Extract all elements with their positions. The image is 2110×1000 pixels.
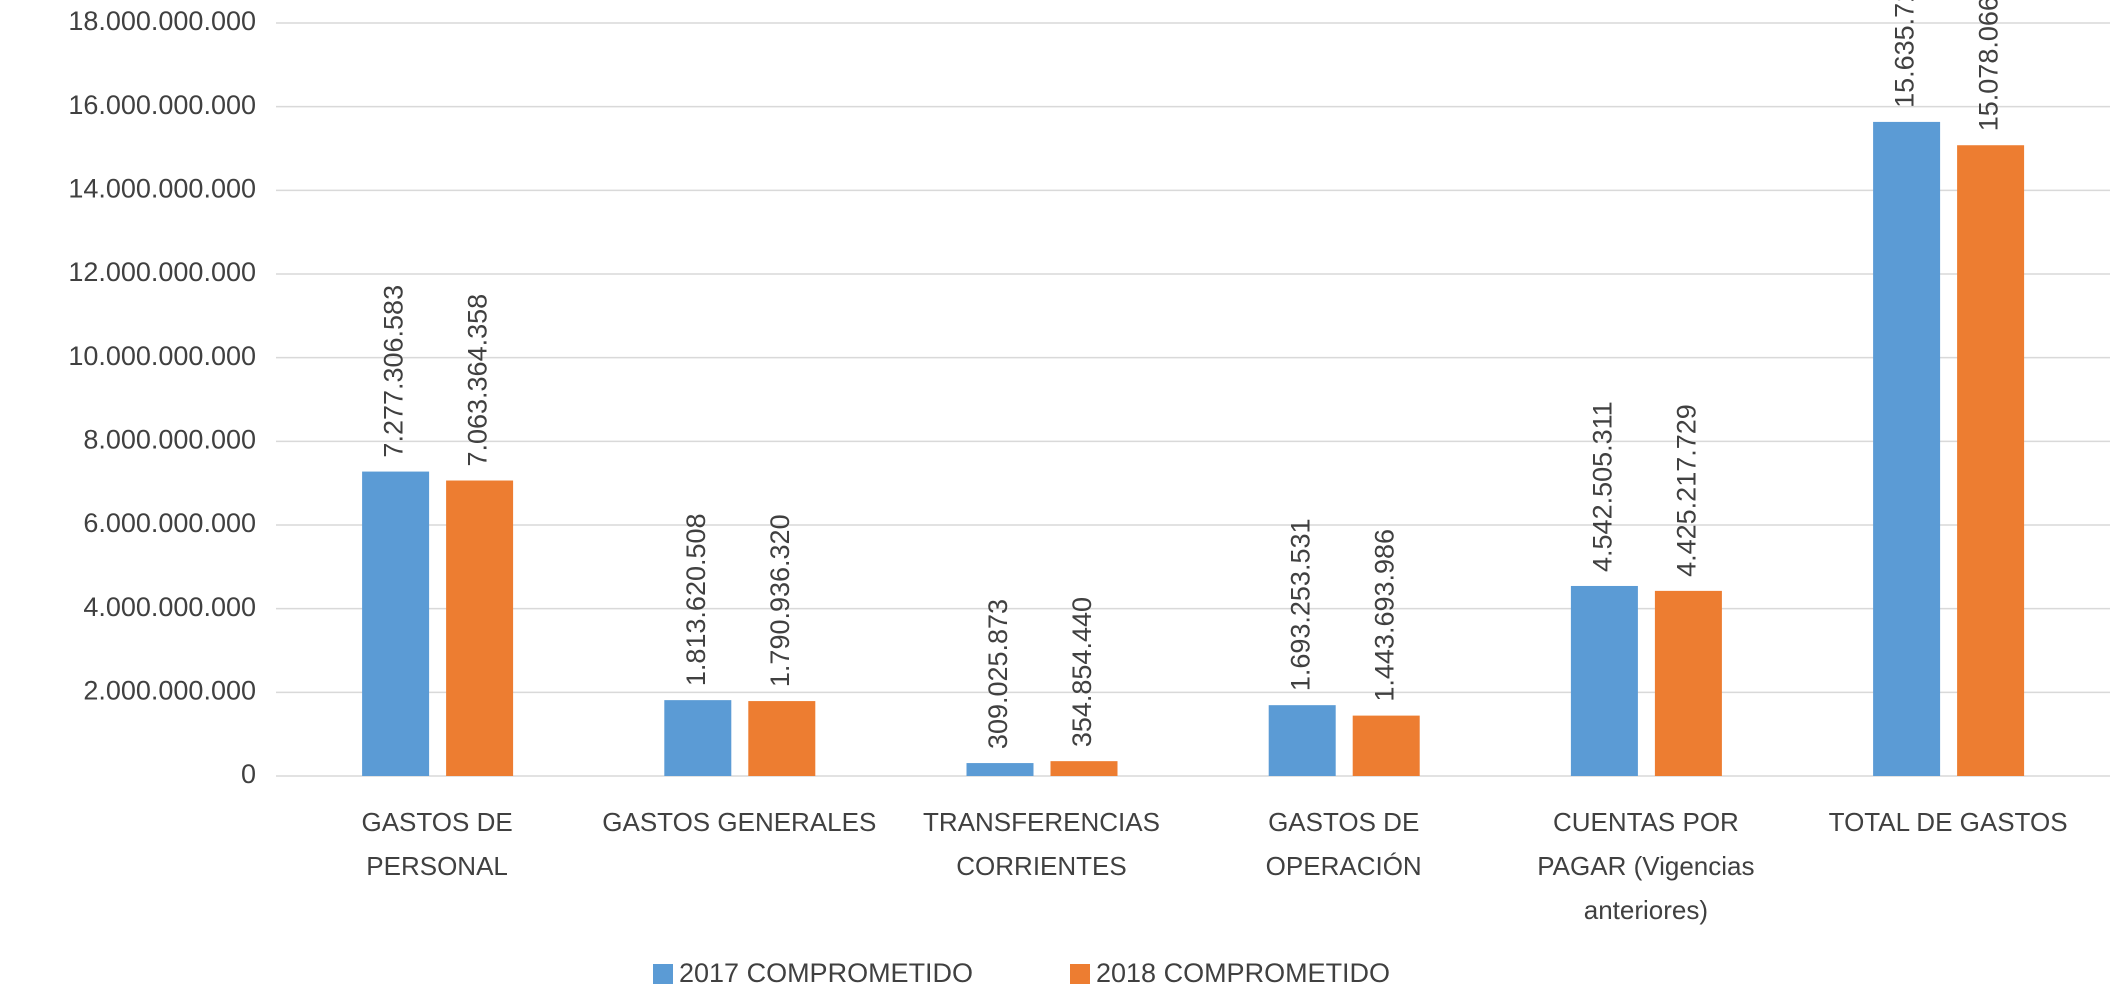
- data-label: 15.078.066.833: [1974, 0, 2004, 131]
- x-tick-label-box: TRANSFERENCIAS CORRIENTES: [902, 800, 1182, 940]
- y-tick-label: 4.000.000.000: [83, 592, 256, 622]
- bar: [967, 763, 1034, 776]
- x-tick-label: TRANSFERENCIAS CORRIENTES: [902, 800, 1182, 888]
- data-label: 15.635.711.806: [1890, 0, 1920, 108]
- legend-label: 2018 COMPROMETIDO: [1096, 958, 1390, 988]
- x-tick-label-box: CUENTAS POR PAGAR (Vigencias anteriores): [1506, 800, 1786, 940]
- page: 0 2.000.000.000 4.000.000.000 6.000.000.000…: [0, 0, 2110, 1000]
- x-tick-label: CUENTAS POR PAGAR (Vigencias anteriores): [1506, 800, 1786, 932]
- legend-swatch: [1070, 964, 1090, 984]
- y-tick-label: 10.000.000.000: [68, 341, 256, 371]
- data-label: 1.443.693.986: [1369, 529, 1399, 702]
- legend-swatch: [653, 964, 673, 984]
- bar: [1353, 716, 1420, 776]
- bar: [1051, 761, 1118, 776]
- legend-label: 2017 COMPROMETIDO: [679, 958, 973, 988]
- data-label: 1.813.620.508: [681, 513, 711, 686]
- x-tick-label: GASTOS DE PERSONAL: [297, 800, 577, 888]
- x-tick-label-box: GASTOS DE OPERACIÓN: [1204, 800, 1484, 940]
- bar: [1571, 586, 1638, 776]
- bar: [362, 472, 429, 776]
- bar: [446, 481, 513, 776]
- x-tick-label: GASTOS DE OPERACIÓN: [1204, 800, 1484, 888]
- data-label: 4.425.217.729: [1672, 404, 1702, 577]
- bar: [1957, 145, 2024, 776]
- y-tick-label: 14.000.000.000: [68, 173, 256, 203]
- x-tick-label-box: GASTOS DE PERSONAL: [297, 800, 577, 940]
- y-tick-label: 18.000.000.000: [68, 6, 256, 36]
- y-tick-label: 16.000.000.000: [68, 90, 256, 120]
- data-label: 7.277.306.583: [379, 285, 409, 458]
- bar: [664, 700, 731, 776]
- data-label: 1.790.936.320: [765, 514, 795, 687]
- y-tick-label: 0: [241, 759, 256, 789]
- bar: [1269, 705, 1336, 776]
- data-label: 354.854.440: [1067, 597, 1097, 747]
- y-tick-label: 6.000.000.000: [83, 508, 256, 538]
- data-label: 309.025.873: [983, 599, 1013, 749]
- bar: [748, 701, 815, 776]
- x-tick-label: TOTAL DE GASTOS: [1808, 800, 2088, 844]
- chart: 0 2.000.000.000 4.000.000.000 6.000.000.000…: [0, 0, 2110, 1000]
- y-tick-label: 12.000.000.000: [68, 257, 256, 287]
- data-label: 7.063.364.358: [463, 294, 493, 467]
- data-label: 1.693.253.531: [1285, 518, 1315, 691]
- y-tick-label: 8.000.000.000: [83, 424, 256, 454]
- y-tick-label: 2.000.000.000: [83, 675, 256, 705]
- data-label: 4.542.505.311: [1588, 401, 1618, 572]
- x-tick-label-box: GASTOS GENERALES: [599, 800, 879, 940]
- bar: [1655, 591, 1722, 776]
- bar: [1873, 122, 1940, 776]
- x-tick-label-box: TOTAL DE GASTOS: [1808, 800, 2088, 940]
- x-tick-label: GASTOS GENERALES: [599, 800, 879, 844]
